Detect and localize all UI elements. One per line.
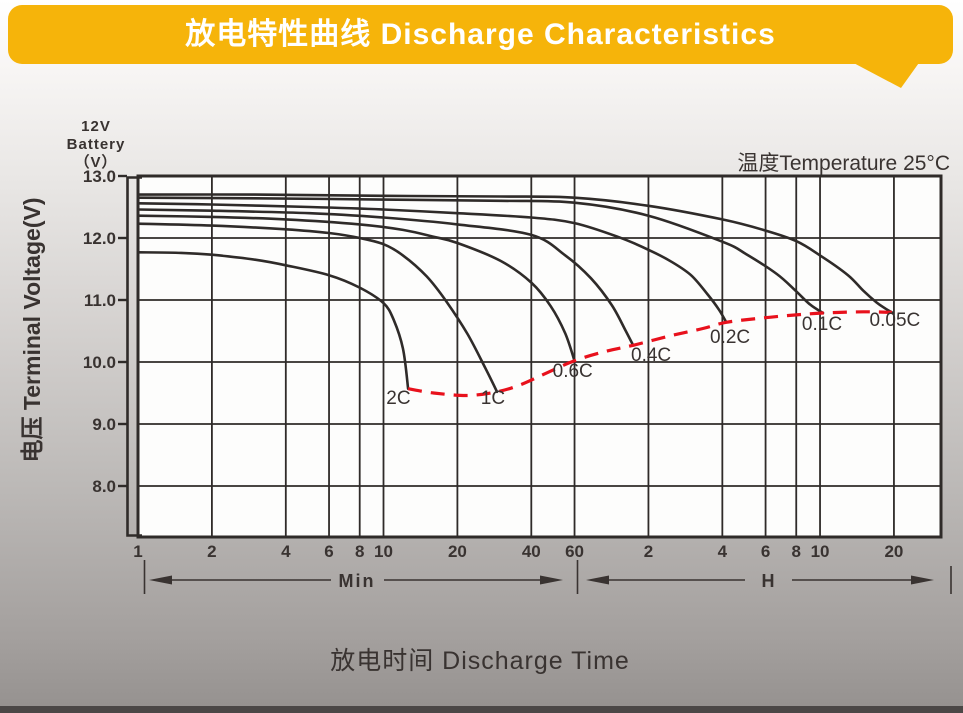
curve-2C — [136, 251, 410, 390]
y-tick-label: 12.0 — [83, 229, 116, 248]
page-title: 放电特性曲线 Discharge Characteristics — [185, 18, 776, 51]
curves — [136, 193, 894, 394]
min-arrow-left-icon — [149, 575, 172, 585]
y-axis-bracket — [126, 176, 142, 537]
curve-label-0.2C: 0.2C — [710, 327, 750, 348]
y-tick-label: 8.0 — [92, 477, 116, 496]
x-tick-label: 20 — [448, 542, 467, 561]
hour-section-label: H — [762, 571, 777, 591]
x-tick-label: 4 — [281, 542, 291, 561]
battery-label-line1: 12V — [81, 118, 111, 135]
curve-0.4C — [136, 208, 635, 347]
x-axis-title: 放电时间 Discharge Time — [330, 647, 630, 675]
bottom-edge-strip — [0, 706, 963, 713]
curve-label-1C: 1C — [481, 388, 505, 409]
hour-arrow-right-icon — [911, 575, 934, 585]
curve-0.05C — [136, 193, 894, 314]
x-tick-label: 1 — [133, 542, 142, 561]
min-section-label: Min — [339, 571, 376, 591]
temperature-label: 温度Temperature 25°C — [737, 152, 950, 175]
x-tick-label: 8 — [792, 542, 801, 561]
y-tick-label: 9.0 — [92, 415, 116, 434]
y-tick-label: 13.0 — [83, 167, 116, 186]
curve-labels: 2C 1C 0.6C 0.4C 0.2C 0.1C 0.05C — [386, 310, 920, 409]
curve-0.6C — [136, 214, 576, 363]
hour-arrow-left-icon — [586, 575, 609, 585]
curve-label-0.05C: 0.05C — [870, 310, 921, 331]
y-tick-label: 11.0 — [84, 291, 116, 310]
x-tick-label: 8 — [355, 542, 364, 561]
x-tick-label: 4 — [718, 542, 728, 561]
v-gridlines — [211, 176, 895, 537]
curve-label-0.6C: 0.6C — [553, 361, 593, 382]
y-axis-title: 电压 Terminal Voltage(V) — [19, 198, 45, 463]
battery-label-line3: （V） — [74, 153, 117, 171]
x-tick-label: 20 — [884, 542, 903, 561]
x-tick-label: 2 — [207, 542, 216, 561]
curve-1C — [136, 222, 499, 394]
banner-tail-canvas — [848, 60, 921, 88]
range-arrows — [143, 560, 952, 594]
plot-area — [138, 176, 941, 537]
banner-tail — [848, 60, 921, 88]
x-tick-label: 6 — [761, 542, 770, 561]
battery-label-line2: Battery — [67, 136, 126, 153]
title-banner: 放电特性曲线 Discharge Characteristics — [8, 5, 953, 64]
x-tick-label: 2 — [644, 542, 653, 561]
x-tick-label: 60 — [565, 542, 584, 561]
x-tick-label: 10 — [811, 542, 830, 561]
curve-label-0.4C: 0.4C — [631, 345, 671, 366]
y-tick-label: 10.0 — [83, 353, 116, 372]
curve-0.2C — [136, 202, 728, 324]
curve-0.1C — [136, 196, 825, 315]
x-tick-labels: 1 2 4 6 8 10 20 40 60 2 4 6 8 10 20 — [133, 542, 903, 561]
cutoff-line — [407, 310, 892, 398]
curve-label-0.1C: 0.1C — [802, 314, 842, 335]
cutoff-line-group — [407, 310, 892, 398]
y-tick-marks — [118, 174, 127, 488]
x-tick-label: 10 — [374, 542, 393, 561]
y-tick-labels: 13.0 12.0 11.0 10.0 9.0 8.0 — [83, 167, 116, 496]
x-tick-label: 6 — [324, 542, 333, 561]
min-arrow-right-icon — [540, 575, 563, 585]
h-gridlines — [138, 237, 941, 487]
x-tick-label: 40 — [522, 542, 541, 561]
plot-border — [136, 174, 943, 539]
curve-label-2C: 2C — [386, 388, 410, 409]
